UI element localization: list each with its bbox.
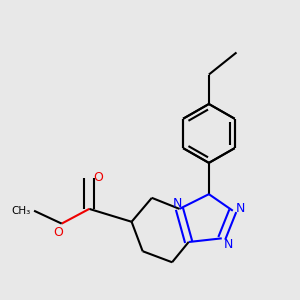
Text: CH₃: CH₃ <box>11 206 30 216</box>
Text: N: N <box>224 238 233 251</box>
Text: N: N <box>236 202 246 215</box>
Text: O: O <box>94 171 103 184</box>
Text: O: O <box>53 226 63 239</box>
Text: N: N <box>173 197 182 210</box>
